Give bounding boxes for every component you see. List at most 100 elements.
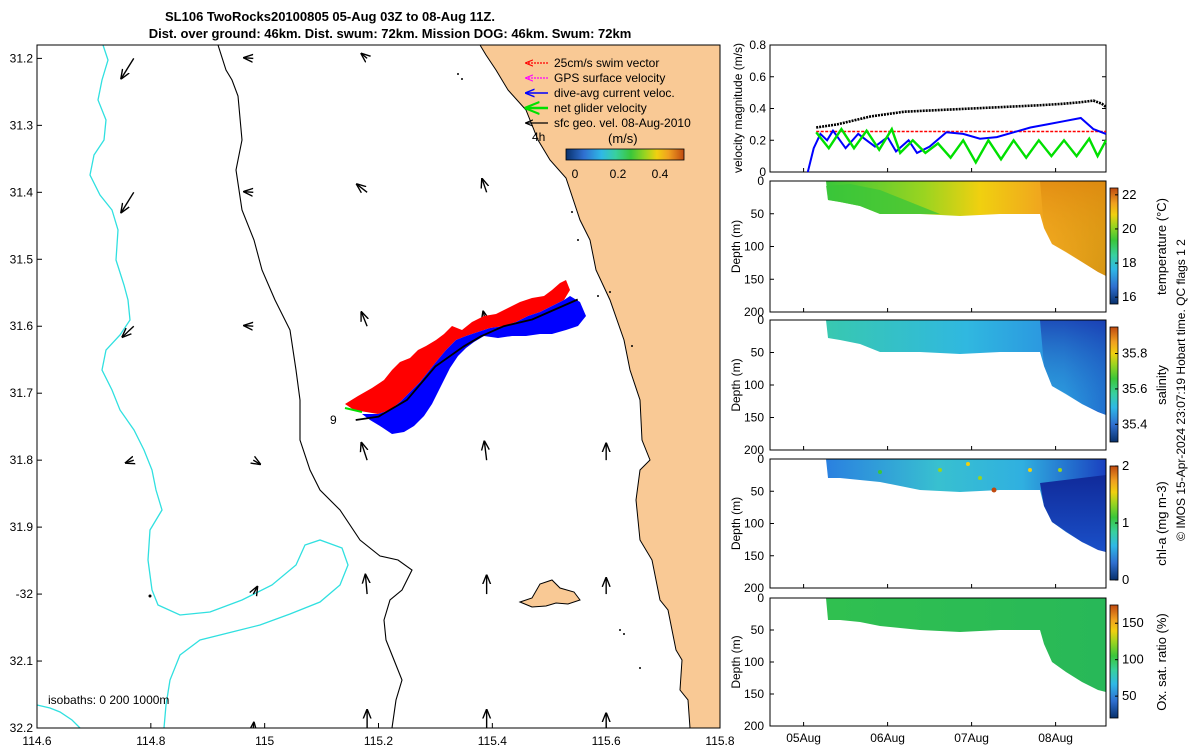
map-legend: 25cm/s swim vector GPS surface velocity …	[526, 56, 691, 181]
chla-section-ytick-label: 150	[744, 549, 764, 563]
velocity-ytick-label: 0	[759, 165, 766, 179]
map-ytick-label: 32.2	[10, 721, 34, 735]
velocity-series	[806, 99, 1108, 173]
salinity-deep	[1040, 320, 1106, 415]
temperature-section-ytick-label: 50	[751, 207, 765, 221]
map-y-ticks: 31.2 31.3 31.4 31.5 31.6 31.7 31.8 31.9 -32 32.1 3…	[10, 51, 42, 735]
oxygen-section-ytick-label: 150	[744, 687, 764, 701]
time-axis: 05Aug 06Aug 07Aug 08Aug	[786, 168, 1073, 745]
velocity-panel: 0 0.2 0.4 0.6 0.8 velocity magnitude (m/s)	[731, 38, 1108, 179]
velocity-series-line	[815, 126, 1108, 165]
chla-section-ctick-label: 0	[1122, 572, 1129, 587]
geo-arrow	[482, 179, 487, 193]
salinity-panel	[826, 320, 1106, 415]
geo-arrow	[365, 575, 367, 595]
salinity-section-ytick-label: 50	[751, 346, 765, 360]
map-ytick-label: 31.7	[10, 386, 34, 400]
chla-section-ctick-label: 2	[1122, 458, 1129, 473]
temperature-section-ctick-label: 22	[1122, 187, 1136, 202]
geo-arrow	[244, 326, 254, 327]
time-tick-label: 08Aug	[1038, 731, 1073, 745]
isobath-200m	[217, 45, 413, 728]
legend-gps: GPS surface velocity	[554, 71, 665, 85]
temperature-panel	[826, 181, 1106, 276]
glider-track	[355, 298, 579, 421]
salinity-section-ctick-label: 35.4	[1122, 416, 1147, 431]
salinity-section-colorbar	[1109, 326, 1119, 443]
velocity-ytick-label: 0.6	[749, 70, 766, 84]
map-xtick-label: 114.8	[136, 734, 165, 748]
salinity-field	[826, 320, 1106, 415]
geo-arrow	[253, 460, 260, 464]
velocity-series-line	[806, 116, 1107, 173]
chla-section-ytick-label: 100	[744, 517, 764, 531]
geo-arrow	[361, 443, 367, 461]
island	[518, 579, 581, 608]
map-ytick-label: 31.3	[10, 118, 34, 132]
geo-arrow	[126, 460, 134, 463]
oxygen-section-ytick-label: 0	[757, 591, 764, 605]
velocity-series-line	[816, 99, 1107, 129]
velocity-ylabel: velocity magnitude (m/s)	[731, 43, 745, 173]
coastline	[479, 45, 691, 728]
oxygen-section-clabel: Ox. sat. ratio (%)	[1154, 613, 1169, 711]
map-xtick-label: 115.8	[705, 734, 734, 748]
salinity-section-ytick-label: 200	[744, 443, 764, 457]
map-ytick-label: 31.9	[10, 520, 34, 534]
temperature-shelf	[826, 184, 940, 214]
geo-arrow	[121, 58, 135, 78]
title-line-2: Dist. over ground: 46km. Dist. swum: 72k…	[149, 26, 632, 41]
geo-arrow	[244, 192, 254, 193]
map-ytick-label: 31.8	[10, 453, 34, 467]
offshore-rocks	[148, 73, 641, 669]
geo-arrow	[484, 441, 486, 461]
temperature-section-ctick-label: 18	[1122, 255, 1136, 270]
copyright-label: © IMOS 15-Apr-2024 23:07:19 Hobart time.…	[1174, 239, 1188, 541]
oxygen-field	[826, 598, 1106, 692]
geo-velocity-arrows	[121, 54, 606, 728]
map-xtick-label: 115	[255, 734, 274, 748]
swim-vector-fan	[345, 280, 570, 414]
geo-arrow	[244, 58, 254, 59]
chla-section-ylabel: Depth (m)	[729, 497, 743, 550]
map-xtick-label: 115.6	[592, 734, 621, 748]
speed-tick-2: 0.4	[652, 167, 669, 181]
oxygen-section-colorbar	[1109, 604, 1119, 719]
isobath-1000m	[89, 45, 349, 728]
map-ytick-label: 31.4	[10, 185, 34, 199]
chla-field	[826, 459, 1106, 552]
velocity-y-ticks: 0 0.2 0.4 0.6 0.8	[749, 38, 1106, 179]
speed-colorbar	[565, 148, 685, 161]
chla-section-clabel: chl-a (mg m-3)	[1154, 481, 1169, 566]
temperature-deep	[1040, 181, 1106, 276]
time-tick-label: 05Aug	[786, 731, 821, 745]
temperature-section-ytick-label: 150	[744, 272, 764, 286]
chla-deep	[1040, 475, 1106, 552]
oxygen-section-ytick-label: 100	[744, 655, 764, 669]
map-xtick-label: 115.4	[478, 734, 507, 748]
geo-arrow	[361, 54, 367, 59]
temperature-section-clabel: temperature (°C)	[1154, 198, 1169, 295]
legend-net: net glider velocity	[554, 101, 647, 115]
velocity-ytick-label: 0.2	[749, 133, 766, 147]
salinity-section-ytick-label: 100	[744, 378, 764, 392]
chla-section-ytick-label: 200	[744, 581, 764, 595]
speed-tick-1: 0.2	[610, 167, 627, 181]
chla-section-ctick-label: 1	[1122, 515, 1129, 530]
net-velocity-start	[344, 407, 363, 413]
velocity-ytick-label: 0.8	[749, 38, 766, 52]
geo-arrow	[253, 587, 257, 594]
title-line-1: SL106 TwoRocks20100805 05-Aug 03Z to 08-…	[165, 9, 495, 24]
salinity-section-ylabel: Depth (m)	[729, 358, 743, 411]
temperature-section-ytick-label: 0	[757, 174, 764, 188]
temperature-section-ytick-label: 100	[744, 240, 764, 254]
map-panel: 9 31.2 31.3 31.4 31.5 31.6 31.7 31.8 31.9 -32 32.…	[10, 44, 735, 748]
chla-panel	[826, 459, 1106, 552]
map-ytick-label: 31.5	[10, 252, 34, 266]
chla-section-ytick-label: 0	[757, 452, 764, 466]
temperature-section-ctick-label: 20	[1122, 221, 1136, 236]
map-xtick-label: 115.2	[364, 734, 393, 748]
isobath-1000m-edge	[37, 704, 81, 728]
dive-avg-current-fan	[362, 296, 586, 434]
